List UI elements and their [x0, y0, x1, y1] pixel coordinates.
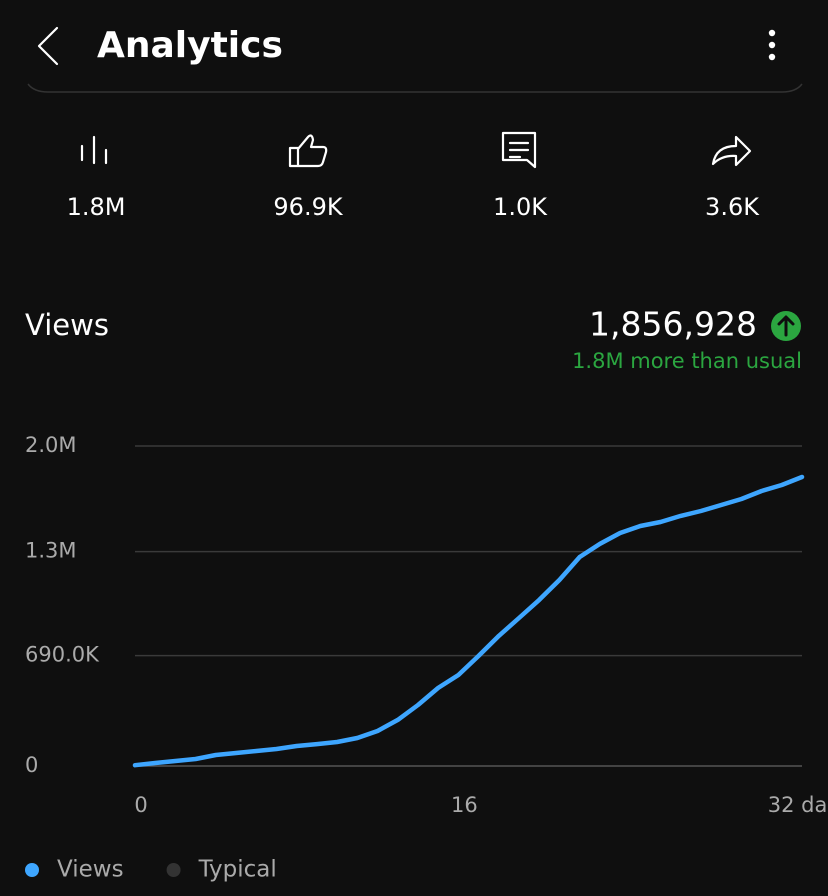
back-button[interactable] — [37, 26, 59, 66]
x-tick-label: 32 days — [768, 793, 828, 817]
views-total: 1,856,928 — [589, 305, 757, 344]
views-icon — [80, 135, 108, 165]
y-tick-label: 1.3M — [25, 539, 77, 563]
legend-swatch — [25, 863, 39, 877]
y-tick-label: 2.0M — [25, 433, 77, 457]
stat-value: 96.9K — [273, 193, 343, 221]
legend-swatch — [166, 863, 181, 877]
comparison: 1.8M more than usual — [572, 349, 802, 373]
more-menu[interactable] — [768, 29, 776, 61]
legend-label: Typical — [198, 857, 277, 883]
data-line — [132, 474, 805, 768]
x-tick-label: 16 — [451, 793, 478, 817]
x-tick-label: 0 — [134, 793, 147, 817]
stat-value: 3.6K — [705, 193, 760, 221]
stat-value: 1.8M — [67, 193, 126, 221]
up-indicator — [771, 311, 801, 341]
share-icon — [711, 135, 752, 167]
like-icon — [288, 134, 328, 168]
y-tick-label: 0 — [25, 753, 38, 777]
section-label: Views — [25, 308, 109, 342]
comment-icon — [501, 131, 537, 169]
legend-label: Views — [57, 857, 124, 883]
stat-value: 1.0K — [493, 193, 548, 221]
page-title: Analytics — [97, 25, 283, 66]
card-edge — [27, 83, 803, 93]
y-tick-label: 690.0K — [25, 643, 100, 667]
